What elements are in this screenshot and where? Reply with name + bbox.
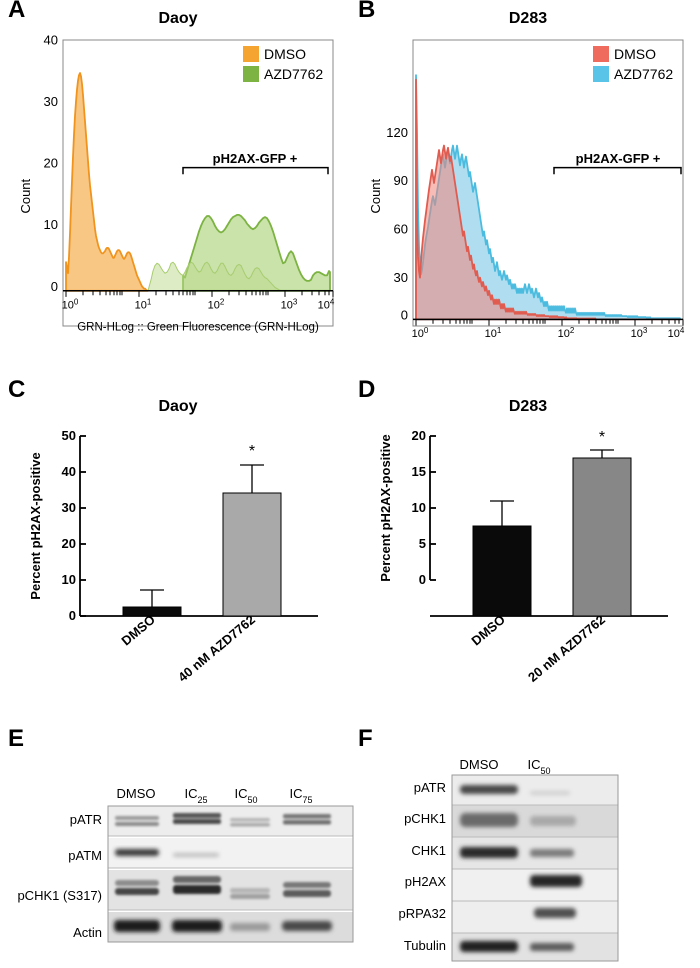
svg-text:40 nM AZD7762: 40 nM AZD7762 bbox=[175, 612, 258, 685]
svg-text:102: 102 bbox=[208, 297, 225, 312]
svg-text:DMSO: DMSO bbox=[460, 757, 499, 772]
svg-text:DMSO: DMSO bbox=[264, 46, 306, 62]
svg-text:DMSO: DMSO bbox=[468, 612, 508, 649]
svg-text:Count: Count bbox=[368, 178, 383, 213]
svg-text:100: 100 bbox=[62, 297, 79, 312]
svg-text:Count: Count bbox=[18, 178, 33, 213]
svg-text:Tubulin: Tubulin bbox=[404, 938, 446, 953]
svg-text:pH2AX-GFP +: pH2AX-GFP + bbox=[576, 151, 661, 166]
svg-text:DMSO: DMSO bbox=[118, 612, 158, 649]
svg-text:0: 0 bbox=[401, 307, 408, 322]
svg-text:pRPA32: pRPA32 bbox=[399, 906, 446, 921]
svg-text:5: 5 bbox=[419, 536, 426, 551]
svg-text:20 nM AZD7762: 20 nM AZD7762 bbox=[525, 612, 608, 685]
svg-text:120: 120 bbox=[386, 125, 408, 140]
svg-text:pCHK1: pCHK1 bbox=[404, 811, 446, 826]
svg-text:pCHK1 (S317): pCHK1 (S317) bbox=[18, 888, 102, 903]
svg-text:20: 20 bbox=[44, 156, 58, 171]
svg-text:*: * bbox=[249, 443, 255, 460]
svg-text:*: * bbox=[599, 429, 605, 446]
svg-text:CHK1: CHK1 bbox=[411, 843, 446, 858]
svg-text:0: 0 bbox=[51, 279, 58, 294]
svg-text:pATM: pATM bbox=[68, 848, 102, 863]
svg-text:60: 60 bbox=[394, 222, 408, 237]
svg-text:101: 101 bbox=[135, 297, 152, 312]
svg-text:AZD7762: AZD7762 bbox=[264, 66, 323, 82]
svg-text:pH2AX-GFP +: pH2AX-GFP + bbox=[213, 151, 298, 166]
svg-text:103: 103 bbox=[631, 326, 648, 341]
svg-text:pATR: pATR bbox=[70, 812, 102, 827]
svg-text:102: 102 bbox=[558, 326, 575, 341]
svg-text:15: 15 bbox=[412, 464, 426, 479]
svg-text:40: 40 bbox=[44, 32, 58, 47]
svg-text:0: 0 bbox=[69, 608, 76, 623]
svg-text:103: 103 bbox=[281, 297, 298, 312]
svg-text:10: 10 bbox=[412, 500, 426, 515]
svg-text:20: 20 bbox=[412, 428, 426, 443]
svg-text:GRN-HLog :: Green Fluorescence: GRN-HLog :: Green Fluorescence (GRN-HLog… bbox=[77, 321, 319, 333]
svg-text:30: 30 bbox=[394, 270, 408, 285]
svg-text:pH2AX: pH2AX bbox=[405, 874, 447, 889]
svg-text:AZD7762: AZD7762 bbox=[614, 66, 673, 82]
svg-text:IC50: IC50 bbox=[527, 757, 550, 776]
svg-text:30: 30 bbox=[44, 94, 58, 109]
svg-text:0: 0 bbox=[419, 572, 426, 587]
svg-text:50: 50 bbox=[62, 428, 76, 443]
svg-text:101: 101 bbox=[485, 326, 502, 341]
svg-text:DMSO: DMSO bbox=[614, 46, 656, 62]
svg-text:Actin: Actin bbox=[73, 925, 102, 940]
svg-text:40: 40 bbox=[62, 464, 76, 479]
svg-text:104: 104 bbox=[668, 326, 685, 341]
svg-text:pATR: pATR bbox=[414, 780, 446, 795]
svg-text:Percent pH2AX-positive: Percent pH2AX-positive bbox=[378, 434, 393, 581]
svg-text:90: 90 bbox=[394, 173, 408, 188]
svg-text:20: 20 bbox=[62, 536, 76, 551]
svg-text:104: 104 bbox=[318, 297, 335, 312]
svg-text:DMSO: DMSO bbox=[117, 786, 156, 801]
svg-text:IC25: IC25 bbox=[184, 786, 207, 805]
svg-text:10: 10 bbox=[62, 572, 76, 587]
svg-text:30: 30 bbox=[62, 500, 76, 515]
svg-text:IC75: IC75 bbox=[289, 786, 312, 805]
svg-text:10: 10 bbox=[44, 217, 58, 232]
svg-text:100: 100 bbox=[412, 326, 429, 341]
svg-text:IC50: IC50 bbox=[234, 786, 257, 805]
svg-text:Percent pH2AX-positive: Percent pH2AX-positive bbox=[28, 452, 43, 599]
